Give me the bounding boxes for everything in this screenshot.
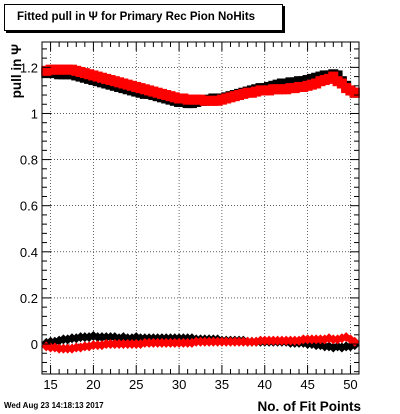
y-tick-label: 1.2 bbox=[20, 60, 38, 75]
x-tick-label: 40 bbox=[258, 377, 272, 392]
x-tick-label: 25 bbox=[129, 377, 143, 392]
plot-frame bbox=[41, 41, 360, 375]
grid-lines bbox=[42, 42, 359, 374]
y-tick-label: 0.4 bbox=[20, 245, 38, 260]
x-tick-label: 15 bbox=[43, 377, 57, 392]
y-tick-label: 0.2 bbox=[20, 291, 38, 306]
y-tick-label: 0 bbox=[31, 337, 38, 352]
x-tick-label: 20 bbox=[86, 377, 100, 392]
y-tick-label: 0.8 bbox=[20, 153, 38, 168]
axis-ticks: 15 20 25 30 35 40 45 50 0 0.2 0.4 0.6 0.8 1 1.2 bbox=[20, 42, 360, 392]
y-tick-label: 1 bbox=[31, 106, 38, 121]
y-axis-label: pull in Ψ bbox=[9, 44, 24, 98]
x-tick-label: 35 bbox=[215, 377, 229, 392]
chart-title-box: Fitted pull in Ψ for Primary Rec Pion No… bbox=[4, 4, 283, 31]
chart-title: Fitted pull in Ψ for Primary Rec Pion No… bbox=[17, 11, 256, 23]
width-red-point bbox=[349, 87, 360, 98]
x-tick-label: 30 bbox=[172, 377, 186, 392]
x-axis-label: No. of Fit Points bbox=[258, 399, 362, 414]
x-tick-label: 45 bbox=[300, 377, 314, 392]
timestamp-footer: Wed Aug 23 14:18:13 2017 bbox=[4, 401, 104, 410]
y-tick-label: 0.6 bbox=[20, 199, 38, 214]
x-tick-label: 50 bbox=[343, 377, 357, 392]
data-marks bbox=[41, 64, 360, 354]
